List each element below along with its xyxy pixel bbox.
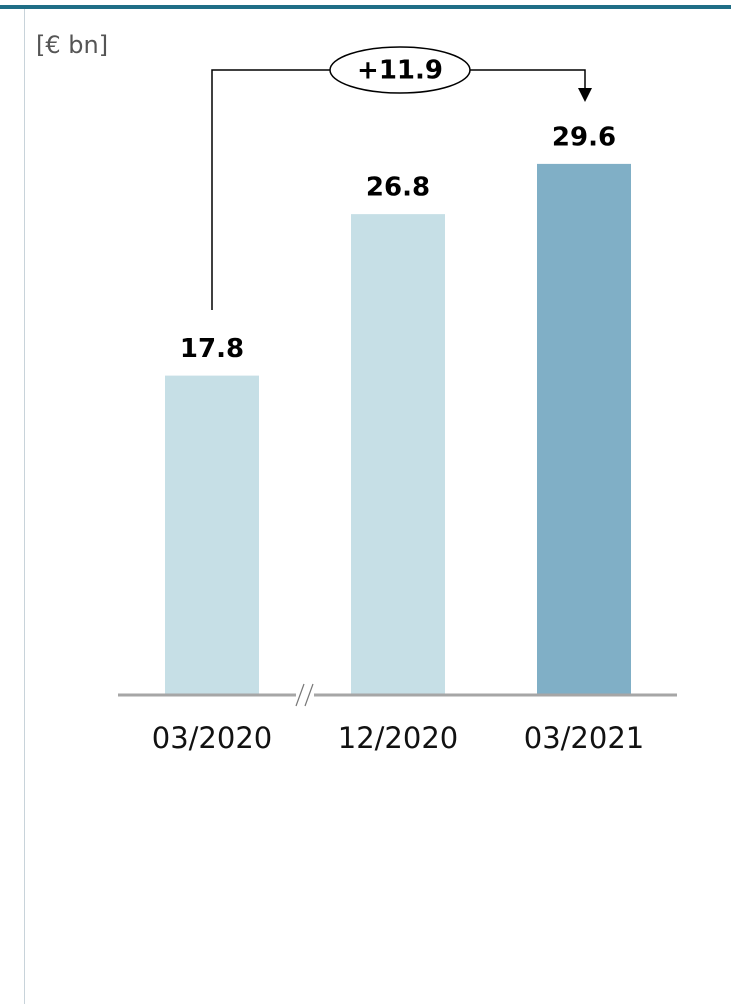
axis-break [304, 683, 314, 707]
value-label: 26.8 [366, 173, 430, 203]
bar [165, 375, 259, 695]
plot-area: 17.8 03/2020 26.8 12/2020 29.6 03/2021 [152, 122, 644, 755]
x-tick-label: 03/2020 [152, 721, 272, 755]
arrow-line [211, 69, 330, 310]
arrow-head [578, 88, 592, 102]
value-label: 29.6 [552, 122, 616, 152]
annotation: +11.9 [357, 56, 443, 86]
x-tick-label: 12/2020 [338, 721, 458, 755]
unit-label: [€ bn] [36, 31, 108, 59]
x-tick-label: 03/2021 [524, 721, 644, 755]
top-rule [0, 5, 731, 9]
axis-break [295, 683, 305, 707]
arrow-line [470, 69, 586, 92]
bar [351, 214, 445, 696]
bar [537, 163, 631, 696]
value-label: 17.8 [180, 334, 244, 364]
annotation-ellipse [329, 46, 471, 94]
axis-break-gap [296, 688, 314, 702]
